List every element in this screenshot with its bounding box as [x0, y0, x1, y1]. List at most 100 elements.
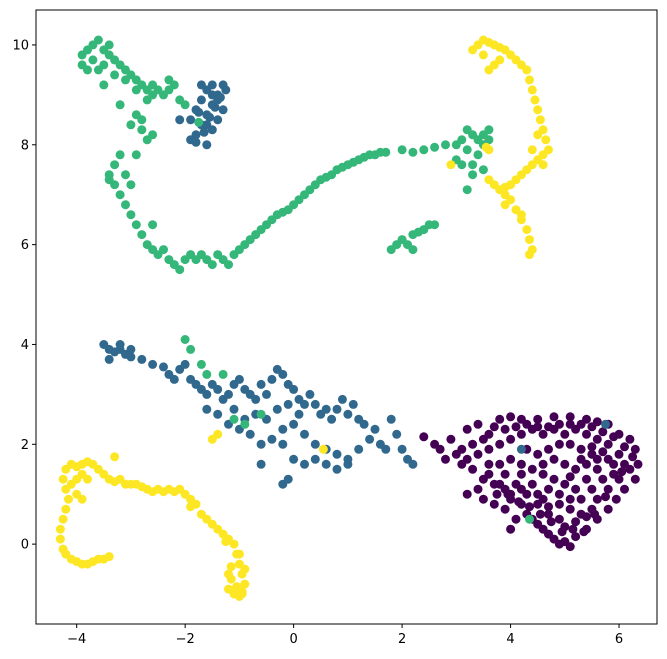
data-point: [224, 584, 233, 594]
data-point: [522, 65, 532, 75]
data-point: [300, 429, 309, 439]
data-point: [283, 399, 293, 409]
y-tick-label: 4: [21, 338, 29, 353]
data-point: [213, 409, 223, 419]
data-point: [614, 474, 624, 484]
data-point: [419, 145, 429, 155]
data-point: [221, 537, 231, 547]
data-point: [234, 374, 244, 384]
data-point: [110, 452, 120, 462]
data-point: [525, 235, 534, 245]
data-point: [110, 160, 120, 170]
data-point: [83, 474, 92, 484]
data-point: [568, 524, 578, 534]
data-point: [196, 80, 206, 90]
data-point: [533, 105, 543, 115]
data-point: [565, 472, 575, 482]
data-point: [565, 494, 575, 504]
data-point: [541, 135, 551, 145]
data-point: [560, 459, 570, 469]
data-point: [126, 344, 136, 354]
data-point: [194, 117, 204, 127]
data-point: [511, 422, 521, 432]
data-point: [310, 399, 320, 409]
data-point: [240, 579, 250, 589]
data-point: [527, 479, 537, 489]
data-point: [370, 424, 380, 434]
data-point: [392, 429, 402, 439]
data-point: [495, 55, 505, 65]
data-point: [240, 419, 250, 429]
data-point: [544, 509, 553, 519]
data-point: [614, 449, 624, 459]
data-point: [365, 434, 375, 444]
data-point: [137, 125, 147, 135]
data-point: [310, 439, 320, 449]
data-point: [544, 484, 553, 494]
data-point: [229, 539, 239, 549]
data-point: [484, 469, 494, 479]
data-point: [525, 514, 534, 524]
data-point: [196, 95, 206, 105]
y-axis: 0 2 4 6 8 10: [12, 38, 36, 553]
data-point: [381, 444, 391, 454]
data-point: [221, 85, 231, 95]
data-point: [294, 409, 304, 419]
data-point: [207, 260, 217, 270]
data-point: [484, 444, 494, 454]
data-point: [137, 230, 147, 240]
x-tick-label: 2: [398, 632, 406, 647]
data-point: [196, 359, 206, 369]
x-tick-label: 6: [615, 632, 623, 647]
data-point: [544, 444, 553, 454]
data-point: [229, 404, 239, 414]
data-point: [484, 125, 494, 135]
data-point: [571, 484, 581, 494]
data-point: [229, 414, 239, 424]
data-point: [478, 50, 488, 60]
data-point: [205, 112, 215, 122]
data-point: [169, 374, 179, 384]
data-point: [300, 459, 309, 469]
plot-frame: [35, 9, 658, 625]
data-point: [525, 250, 534, 260]
data-point: [321, 404, 331, 414]
data-point: [565, 504, 575, 514]
data-point: [446, 434, 456, 444]
data-point: [441, 140, 450, 150]
data-point: [565, 419, 575, 429]
data-point: [495, 439, 505, 449]
data-point: [148, 90, 158, 100]
data-point: [104, 354, 114, 364]
data-point: [408, 245, 418, 255]
data-point: [625, 434, 635, 444]
data-point: [516, 210, 526, 220]
data-point: [576, 454, 586, 464]
data-point: [571, 517, 581, 527]
data-point: [557, 527, 567, 537]
data-point: [104, 552, 114, 562]
data-point: [55, 534, 65, 544]
data-point: [592, 454, 602, 464]
data-point: [207, 434, 217, 444]
data-point: [318, 444, 328, 454]
data-point: [430, 220, 440, 230]
data-point: [554, 489, 564, 499]
data-point: [565, 439, 575, 449]
data-point: [601, 492, 610, 502]
data-point: [592, 434, 602, 444]
data-point: [131, 220, 141, 230]
data-point: [202, 369, 212, 379]
data-point: [256, 439, 266, 449]
y-tick-label: 10: [12, 38, 29, 53]
y-tick-label: 2: [21, 438, 29, 453]
data-point: [506, 524, 516, 534]
data-point: [343, 409, 353, 419]
data-point: [256, 409, 266, 419]
data-point: [535, 509, 545, 519]
data-point: [462, 454, 472, 464]
data-point: [576, 444, 586, 454]
data-point: [93, 65, 103, 75]
data-point: [126, 120, 136, 130]
data-point: [180, 335, 190, 344]
